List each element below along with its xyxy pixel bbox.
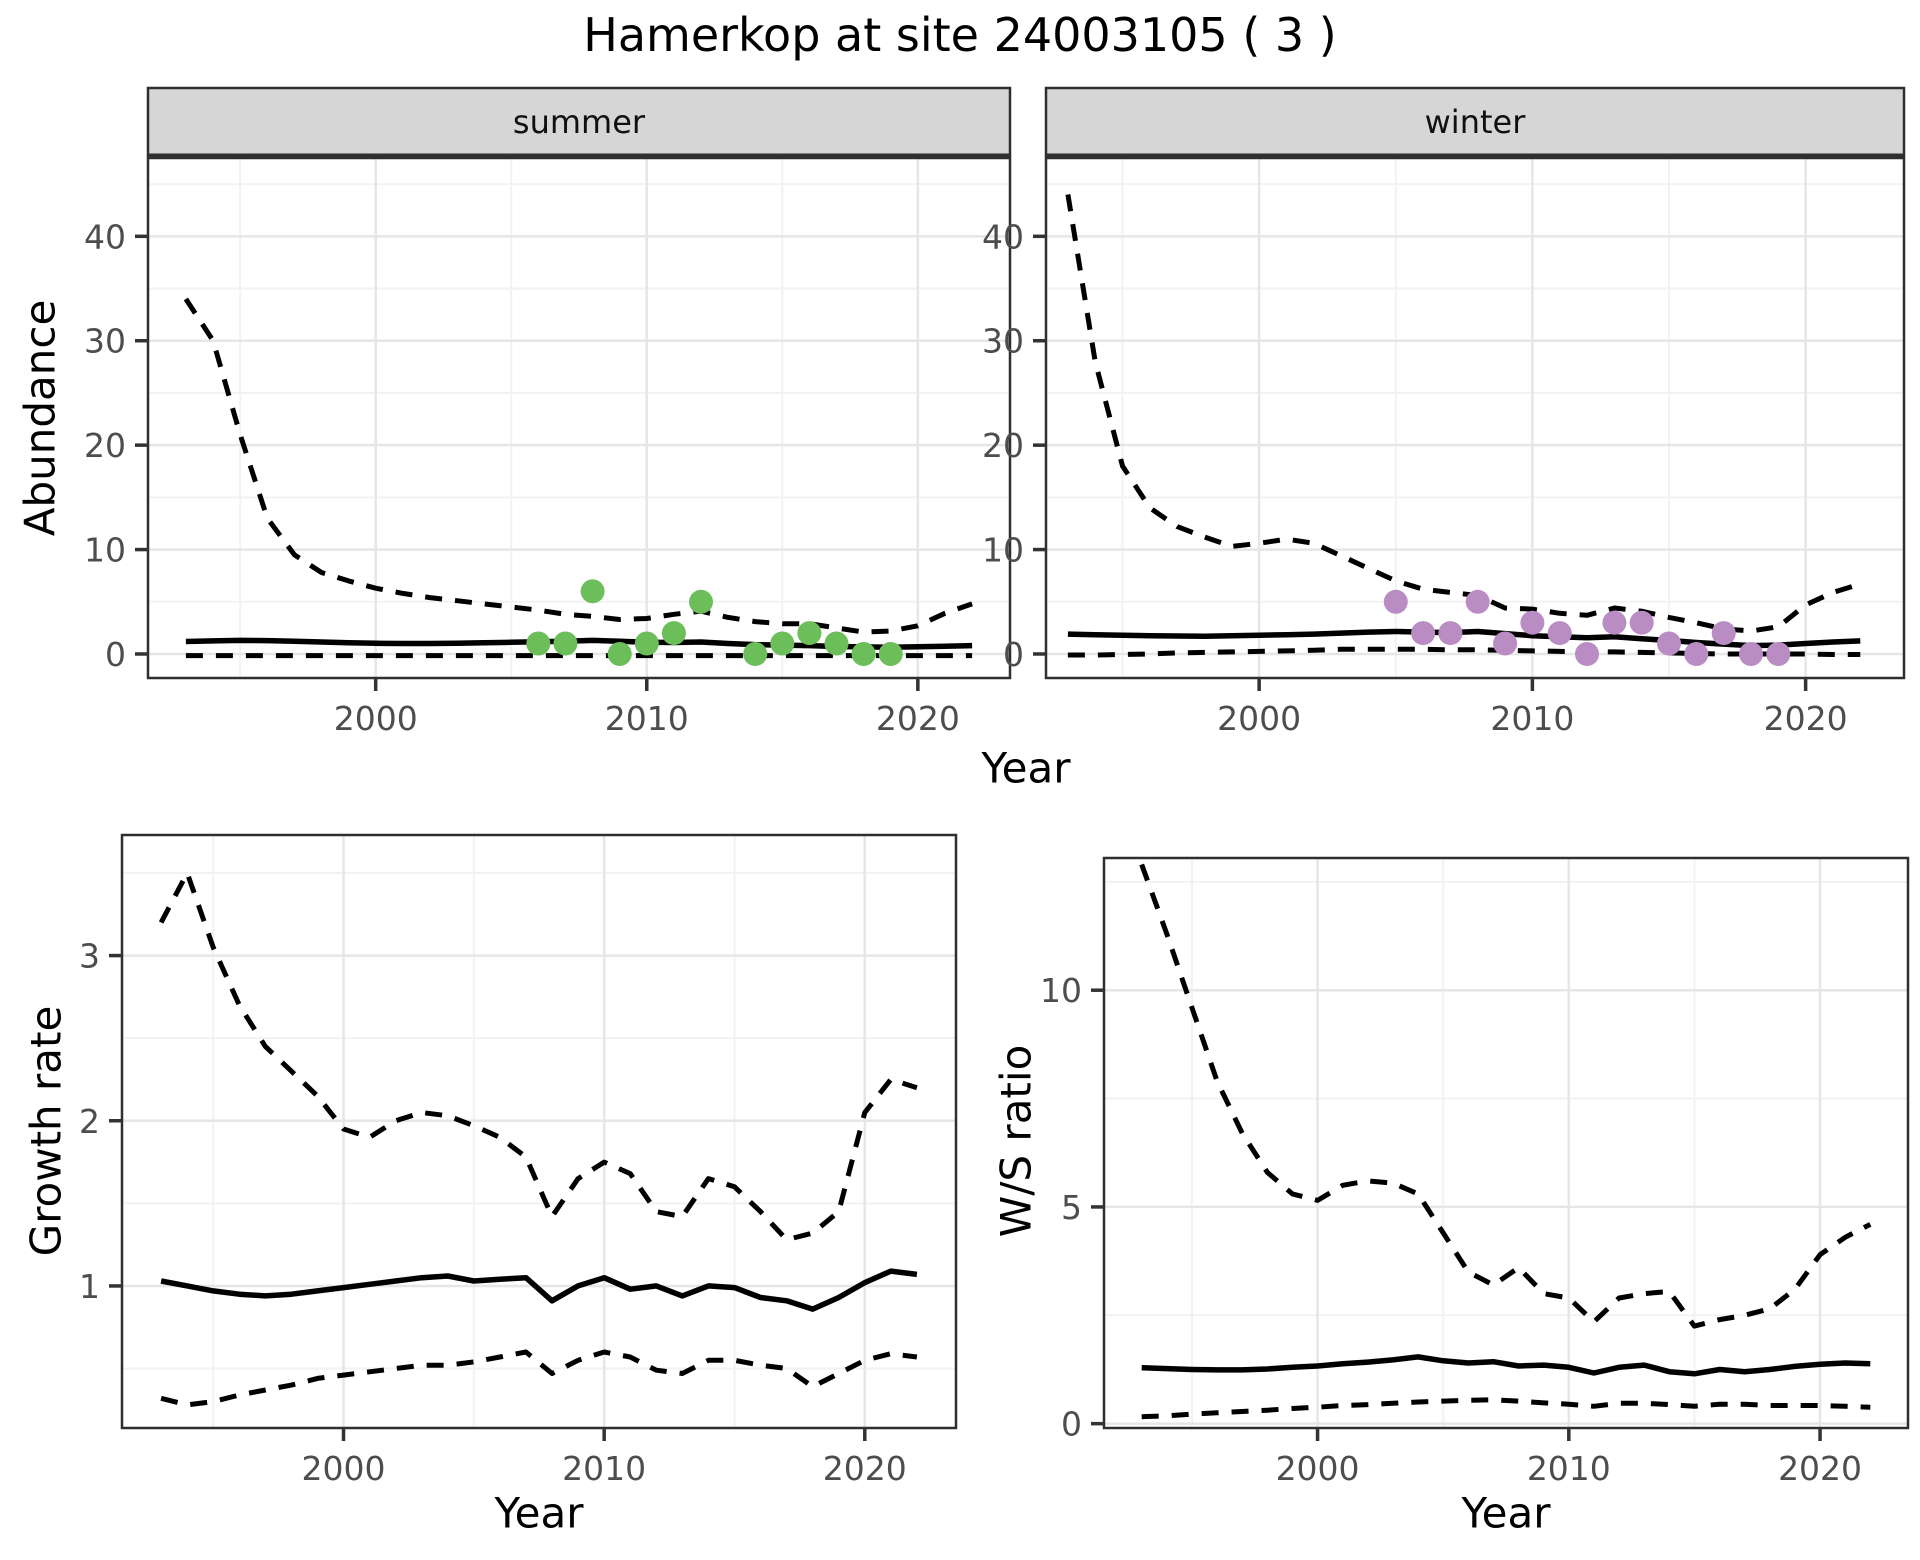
observed-point (1520, 610, 1545, 635)
y-tick-label: 3 (79, 937, 100, 976)
panel-ws-ratio: 2000 2010 2020 0 5 10 (1040, 856, 1910, 1488)
observed-point (1602, 610, 1627, 635)
panel-abundance-summer: 2000 2010 2020 0 10 20 30 40 summer (84, 86, 1012, 738)
y-tick-label: 2 (79, 1102, 100, 1141)
chart-title: Hamerkop at site 24003105 ( 3 ) (583, 8, 1337, 62)
observed-point (1575, 642, 1599, 666)
facet-strip (1044, 86, 1906, 158)
mean-line (1067, 628, 1861, 649)
panel-border (120, 833, 958, 1430)
x-tick-label: 2010 (1490, 699, 1574, 738)
mean-line (160, 1268, 918, 1312)
upper-ci-line (158, 870, 918, 1243)
lower-ci-line (1141, 1397, 1871, 1420)
observed-point (1547, 621, 1572, 646)
x-tick-label: 2000 (1217, 699, 1301, 738)
y-axis-title-growth-rate: Growth rate (21, 1005, 71, 1257)
y-axis-title-abundance: Abundance (15, 299, 65, 537)
upper-ci-line (1139, 863, 1872, 1329)
x-tick-label: 2020 (1778, 1449, 1862, 1488)
y-axis-title-ws-ratio: W/S ratio (991, 1044, 1041, 1238)
observed-point (580, 579, 605, 604)
y-tick-label: 30 (84, 322, 126, 361)
observed-point (1629, 610, 1654, 635)
y-tick-label: 10 (1040, 971, 1082, 1010)
x-axis-title-year-top: Year (981, 743, 1071, 793)
observed-point (1684, 642, 1709, 666)
x-tick-label: 2010 (1527, 1449, 1611, 1488)
observed-point (661, 621, 686, 646)
x-axis-title-year-growth: Year (494, 1488, 584, 1538)
observed-point (1465, 589, 1490, 614)
facet-strip-label: summer (513, 103, 646, 141)
observed-point (1438, 621, 1463, 646)
observed-point (1493, 631, 1518, 656)
mean-line (1141, 1354, 1871, 1377)
panel-abundance-winter: 2000 2010 2020 0 10 20 30 40 winter (982, 86, 1906, 738)
y-tick-label: 20 (84, 426, 126, 465)
observed-point (1766, 642, 1791, 666)
y-tick-label: 40 (982, 217, 1024, 256)
panel-growth-rate: 2000 2010 2020 1 2 3 (79, 833, 958, 1488)
upper-ci-line (183, 297, 973, 635)
observed-point (797, 621, 822, 646)
y-tick-label: 1 (79, 1267, 100, 1306)
y-tick-label: 40 (84, 217, 126, 256)
x-tick-label: 2020 (876, 699, 960, 738)
observed-point (770, 631, 795, 656)
x-tick-label: 2000 (1276, 1449, 1360, 1488)
lower-ci-line (160, 1349, 918, 1408)
panel-border (1102, 856, 1910, 1430)
observed-point (1739, 642, 1763, 666)
x-tick-label: 2000 (302, 1449, 386, 1488)
y-tick-label: 10 (84, 531, 126, 570)
x-tick-label: 2020 (1764, 699, 1848, 738)
lower-ci-line (1067, 646, 1861, 658)
y-tick-label: 30 (982, 322, 1024, 361)
observed-point (634, 631, 659, 656)
y-tick-label: 0 (1061, 1405, 1082, 1444)
x-tick-label: 2000 (334, 699, 418, 738)
observed-point (878, 642, 903, 666)
observed-point (526, 631, 551, 656)
x-tick-label: 2010 (562, 1449, 646, 1488)
observed-point (553, 631, 578, 656)
observed-point (1657, 631, 1681, 656)
observed-point (689, 589, 713, 614)
facet-strip-label: winter (1425, 103, 1527, 141)
observed-point (824, 631, 849, 656)
x-tick-label: 2010 (605, 699, 689, 738)
x-tick-label: 2020 (823, 1449, 907, 1488)
observed-point (607, 642, 632, 666)
observed-point (851, 642, 876, 666)
y-tick-label: 0 (105, 635, 126, 674)
y-tick-label: 5 (1061, 1188, 1082, 1227)
y-tick-label: 20 (982, 426, 1024, 465)
observed-point (1411, 621, 1436, 646)
y-tick-label: 10 (982, 531, 1024, 570)
x-axis-title-year-ws: Year (1461, 1488, 1551, 1538)
observed-point (1383, 589, 1408, 614)
observed-point (743, 642, 768, 666)
y-tick-label: 0 (1003, 635, 1024, 674)
observed-point (1711, 621, 1736, 646)
